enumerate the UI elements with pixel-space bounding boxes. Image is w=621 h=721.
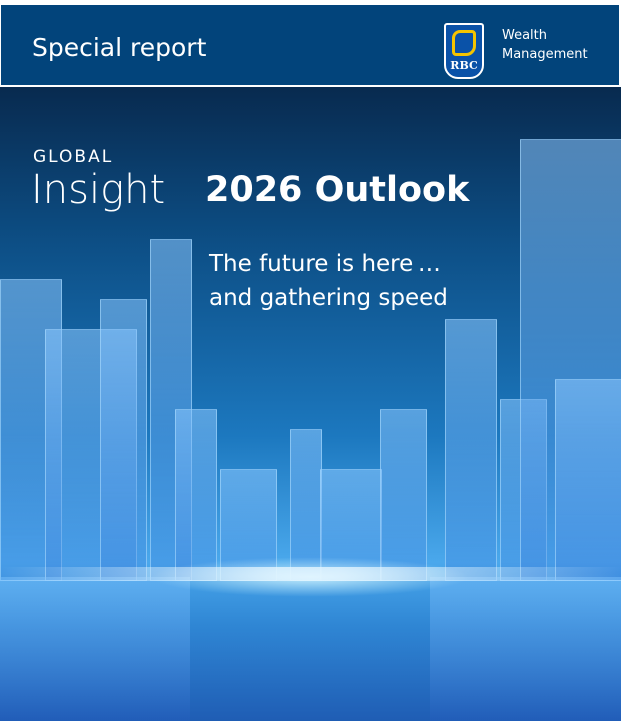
building [380,409,427,581]
header-banner: Special report RBC Wealth Management [1,5,619,85]
building [175,409,217,581]
building [445,319,497,581]
brand-line-2: Management [502,47,588,62]
tagline-line-1: The future is here … [209,251,441,277]
brand-line-1: Wealth [502,28,548,43]
report-title: 2026 Outlook [205,170,470,210]
divider [0,85,621,87]
tagline-line-2: and gathering speed [209,285,448,311]
series-small: GLOBAL [33,147,114,167]
tagline: The future is here … and gathering speed [209,247,448,315]
logo-text: RBC [450,59,478,72]
section-title: Special report [32,33,207,62]
building [100,299,147,581]
reflection [430,577,621,721]
building [555,379,621,581]
rbc-logo: RBC [444,23,484,79]
lion-globe-icon [452,30,476,56]
cover-image: GLOBAL Insight 2026 Outlook The future i… [0,87,621,721]
brand-name: Wealth Management [502,26,588,64]
series-large: Insight [31,167,166,213]
light-path [0,567,621,581]
reflection [0,577,190,721]
